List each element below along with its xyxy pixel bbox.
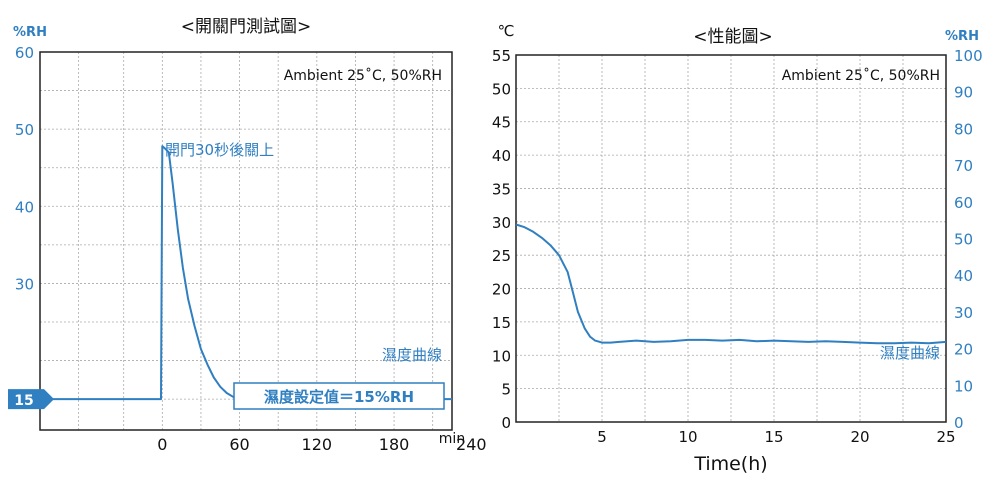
right-y-tick-label: 50 (954, 231, 973, 249)
ambient-condition-annotation: Ambient 25˚C, 50%RH (284, 67, 442, 84)
x-axis-unit-label: min (439, 431, 465, 447)
right-y-tick-label: 0 (954, 414, 964, 432)
plot-frame (39, 51, 453, 431)
right-y-tick-label: 30 (954, 304, 973, 322)
x-axis-title: Time(h) (693, 453, 767, 475)
y-tick-label: 50 (492, 80, 511, 98)
humidity-curve-label: 濕度曲線 (382, 346, 442, 364)
x-tick-label: 60 (229, 435, 249, 454)
y-tick-label: 20 (492, 281, 511, 299)
y-tick-label: 35 (492, 180, 511, 198)
ambient-condition-annotation: Ambient 25˚C, 50%RH (782, 67, 940, 84)
x-tick-label: 20 (850, 428, 869, 446)
y-tick-label: 50 (15, 121, 34, 139)
chart-title: <性能圖> (693, 27, 773, 47)
y-tick-label: 45 (492, 114, 511, 132)
y-tick-label: 40 (492, 147, 511, 165)
chart-title: <開關門測試圖> (181, 17, 312, 37)
setpoint-label: 濕度設定值＝15%RH (264, 388, 414, 406)
x-tick-label: 180 (379, 435, 410, 454)
door-event-annotation: 開門30秒後關上 (165, 141, 274, 159)
right-y-tick-label: 70 (954, 157, 973, 175)
plot-frame (515, 54, 947, 423)
right-y-tick-label: 40 (954, 267, 973, 285)
humidity-curve-label: 濕度曲線 (880, 344, 940, 362)
x-tick-label: 15 (764, 428, 783, 446)
right-y-tick-label: 10 (954, 377, 973, 395)
y-tick-label: 40 (15, 198, 34, 216)
y-tick-label: 15 (492, 314, 511, 332)
y-axis-unit-label: %RH (13, 25, 47, 40)
y-tick-label: 60 (15, 44, 34, 62)
x-tick-label: 0 (157, 435, 167, 454)
y-axis-unit-label: ℃ (498, 22, 515, 40)
y-tick-label: 30 (15, 275, 34, 293)
setpoint-box (233, 382, 445, 410)
y-tick-label: 25 (492, 247, 511, 265)
y-tick-label: 30 (492, 214, 511, 232)
x-tick-label: 5 (597, 428, 607, 446)
right-y-tick-label: 20 (954, 341, 973, 359)
y-tick-label: 0 (501, 414, 511, 432)
y-tick-label: 55 (492, 47, 511, 65)
setpoint-marker-value: 15 (14, 393, 33, 409)
y-tick-label: 10 (492, 347, 511, 365)
y-tick-label: 5 (501, 381, 511, 399)
right-y-tick-label: 100 (954, 47, 983, 65)
x-tick-label: 25 (936, 428, 955, 446)
right-y-tick-label: 90 (954, 84, 973, 102)
right-y-tick-label: 60 (954, 194, 973, 212)
x-tick-label: 120 (302, 435, 333, 454)
x-tick-label: 10 (678, 428, 697, 446)
humidity-curve-line (515, 223, 947, 345)
right-y-tick-label: 80 (954, 120, 973, 138)
x-tick-label: 240 (456, 435, 487, 454)
right-y-axis-unit-label: %RH (945, 29, 979, 44)
setpoint-marker-tag (8, 389, 54, 410)
